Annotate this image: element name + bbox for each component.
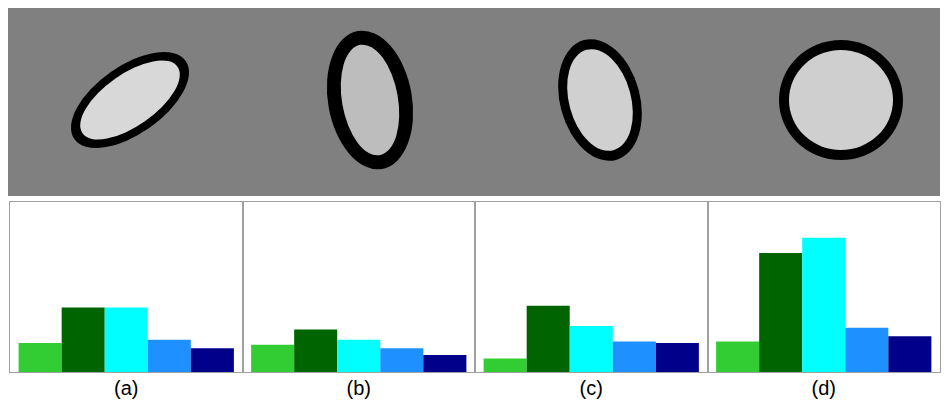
svg-text:(d): (d) bbox=[812, 377, 836, 399]
svg-text:(b): (b) bbox=[347, 377, 371, 399]
svg-text:(c): (c) bbox=[580, 377, 603, 399]
svg-text:(a): (a) bbox=[114, 377, 138, 399]
